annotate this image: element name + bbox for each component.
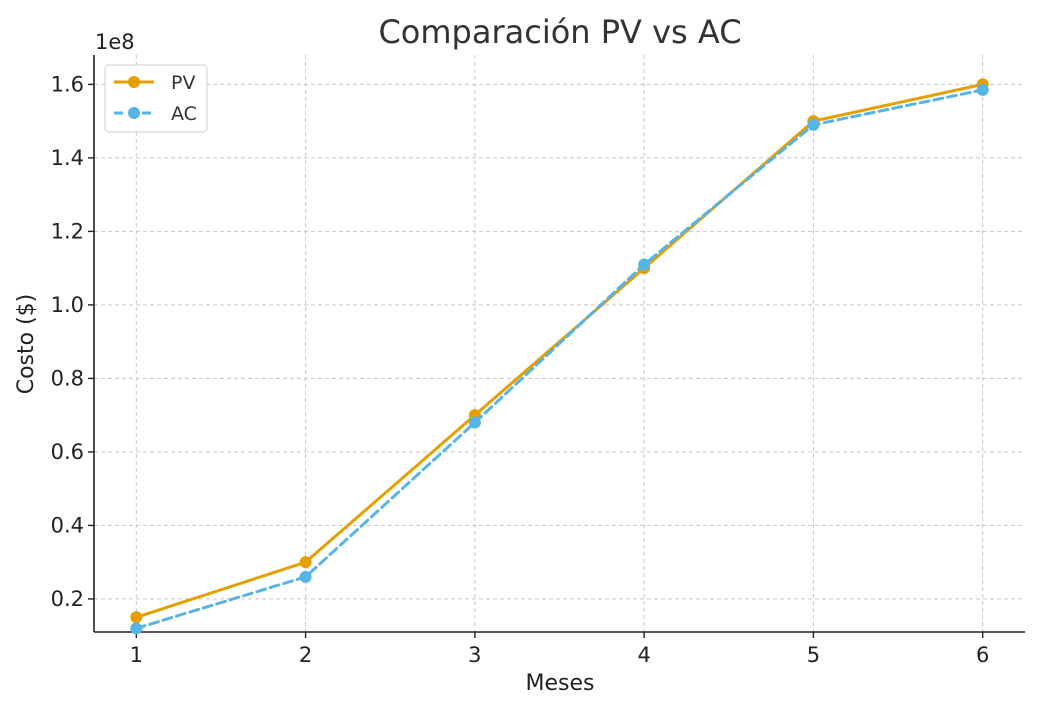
series-line-ac [134, 88, 985, 630]
axes-layer: 1 2 3 4 5 6 0.2 0.4 0.6 0.8 1.0 1.2 1.4 1.6 [51, 55, 1025, 667]
data-point-ac [130, 622, 143, 635]
legend-marker-ac [128, 107, 140, 119]
data-point-ac [976, 83, 989, 96]
legend-label-ac: AC [171, 103, 197, 125]
data-point-ac [299, 570, 312, 583]
series-layer [130, 78, 989, 635]
x-tick-label: 5 [807, 643, 820, 667]
x-tick-label: 4 [637, 643, 650, 667]
data-point-ac [468, 416, 481, 429]
y-tick-label: 1.2 [51, 219, 84, 243]
grid-layer [94, 55, 1025, 632]
y-tick-label: 0.2 [51, 587, 84, 611]
y-tick-label: 0.4 [51, 513, 84, 537]
x-tick-label: 1 [130, 643, 143, 667]
x-axis-label: Meses [526, 671, 595, 696]
y-tick-label: 0.6 [51, 440, 84, 464]
data-point-ac [807, 118, 820, 131]
data-point-pv [130, 611, 143, 624]
chart-title: Comparación PV vs AC [378, 13, 741, 51]
data-point-pv [299, 556, 312, 569]
y-axis-label: Costo ($) [14, 294, 39, 395]
legend-marker-pv [128, 76, 140, 88]
y-tick-label: 1.4 [51, 146, 84, 170]
y-tick-label: 0.8 [51, 366, 84, 390]
data-point-ac [638, 258, 651, 271]
legend: PV AC [104, 64, 208, 133]
x-tick-label: 6 [976, 643, 989, 667]
y-tick-label: 1.0 [51, 293, 84, 317]
x-tick-label: 2 [299, 643, 312, 667]
series-line-pv [134, 82, 985, 619]
y-tick-label: 1.6 [51, 72, 84, 96]
y-axis-offset-label: 1e8 [95, 30, 135, 54]
legend-label-pv: PV [171, 72, 195, 94]
x-tick-label: 3 [468, 643, 481, 667]
